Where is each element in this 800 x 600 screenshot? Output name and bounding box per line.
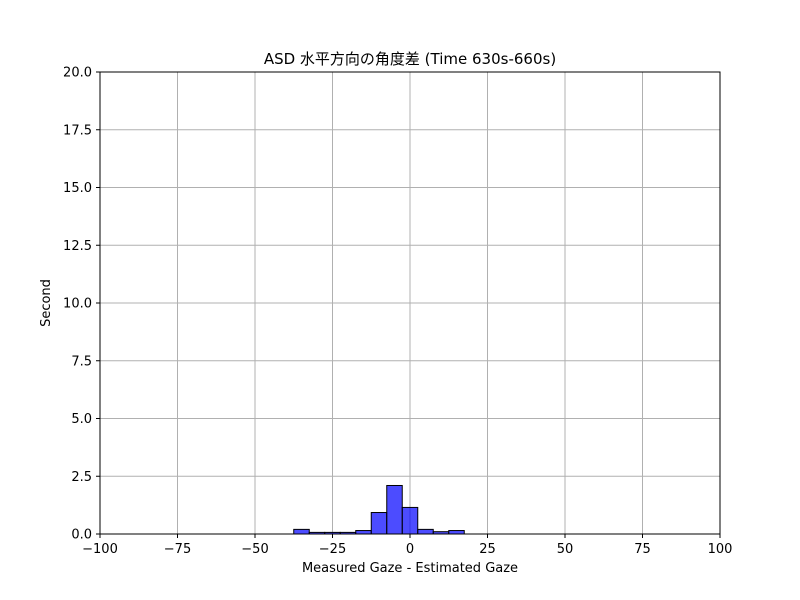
x-tick-label: −75 xyxy=(164,542,191,557)
y-axis-label: Second xyxy=(39,279,54,327)
histogram-bar xyxy=(293,528,310,535)
y-tick-label: 17.5 xyxy=(63,123,92,138)
histogram-bar xyxy=(386,484,403,535)
histogram-bar xyxy=(370,512,388,535)
y-tick-label: 12.5 xyxy=(63,239,92,254)
histogram-bar xyxy=(355,530,372,535)
y-tick-label: 2.5 xyxy=(71,470,92,485)
x-tick-label: −100 xyxy=(82,542,118,557)
grid xyxy=(99,71,721,535)
x-tick-label: −25 xyxy=(319,542,346,557)
y-tick-label: 7.5 xyxy=(71,354,92,369)
x-tick-label: −50 xyxy=(241,542,268,557)
y-tick-label: 10.0 xyxy=(63,297,92,312)
histogram-bar xyxy=(401,506,419,535)
y-tick-label: 5.0 xyxy=(71,412,92,427)
ticks: −100 −75 −50 −25 0 25 50 75 100 0.0 2.5 5.0 7.5 10.0 1… xyxy=(63,66,732,558)
x-axis-label: Measured Gaze - Estimated Gaze xyxy=(302,561,518,576)
x-tick-label: 0 xyxy=(406,542,414,557)
x-tick-label: 25 xyxy=(479,542,496,557)
y-tick-label: 15.0 xyxy=(63,181,92,196)
x-tick-label: 75 xyxy=(634,542,651,557)
histogram-bar xyxy=(417,528,434,535)
x-tick-label: 100 xyxy=(708,542,733,557)
bars xyxy=(293,484,465,535)
y-tick-label: 0.0 xyxy=(71,528,92,543)
x-tick-label: 50 xyxy=(557,542,574,557)
histogram-bar xyxy=(448,530,465,535)
chart-title: ASD 水平方向の角度差 (Time 630s-660s) xyxy=(264,50,556,68)
y-tick-label: 20.0 xyxy=(63,66,92,81)
